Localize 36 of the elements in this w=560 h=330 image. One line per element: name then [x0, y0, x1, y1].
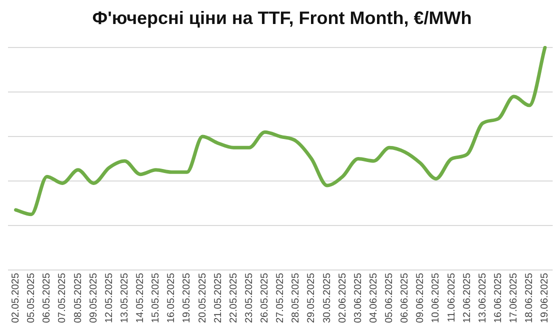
x-tick-label: 09.06.2025	[415, 272, 426, 324]
x-tick-label: 14.05.2025	[135, 272, 146, 324]
x-tick-label: 23.05.2025	[244, 272, 255, 324]
x-tick-label: 04.06.2025	[368, 272, 380, 324]
chart-title: Ф'ючерсні ціни на TTF, Front Month, €/MWh	[92, 8, 472, 28]
x-tick-label: 16.05.2025	[166, 272, 178, 324]
x-tick-label: 02.05.2025	[10, 272, 22, 324]
x-tick-label: 19.06.2025	[540, 272, 551, 324]
x-tick-label: 05.05.2025	[26, 272, 38, 324]
x-tick-label: 07.05.2025	[57, 272, 68, 324]
x-tick-label: 27.05.2025	[275, 272, 286, 324]
x-tick-label: 22.05.2025	[228, 272, 240, 324]
x-tick-label: 18.06.2025	[524, 272, 536, 324]
x-tick-label: 21.05.2025	[212, 272, 224, 324]
x-tick-label: 08.05.2025	[72, 272, 84, 324]
x-tick-label: 09.05.2025	[88, 272, 100, 324]
x-tick-label: 26.05.2025	[260, 272, 271, 324]
x-tick-label: 19.05.2025	[182, 272, 193, 324]
x-tick-label: 12.05.2025	[104, 272, 115, 324]
x-tick-label: 30.05.2025	[322, 272, 333, 324]
x-tick-label: 13.05.2025	[119, 272, 130, 324]
x-tick-label: 10.06.2025	[430, 272, 442, 324]
x-tick-label: 13.06.2025	[477, 272, 488, 324]
x-tick-label: 05.06.2025	[384, 272, 396, 324]
x-tick-label: 12.06.2025	[462, 272, 473, 324]
x-tick-label: 16.06.2025	[493, 272, 504, 324]
x-tick-label: 06.06.2025	[400, 272, 411, 324]
x-tick-label: 06.05.2025	[42, 272, 53, 324]
x-tick-label: 03.06.2025	[352, 272, 364, 324]
x-tick-label: 17.06.2025	[508, 272, 520, 324]
x-tick-label: 15.05.2025	[150, 272, 162, 324]
x-tick-label: 02.06.2025	[337, 272, 348, 324]
x-tick-label: 28.05.2025	[290, 272, 302, 324]
x-tick-label: 11.06.2025	[446, 272, 458, 322]
x-tick-label: 29.05.2025	[306, 272, 318, 324]
x-tick-label: 20.05.2025	[197, 272, 208, 324]
